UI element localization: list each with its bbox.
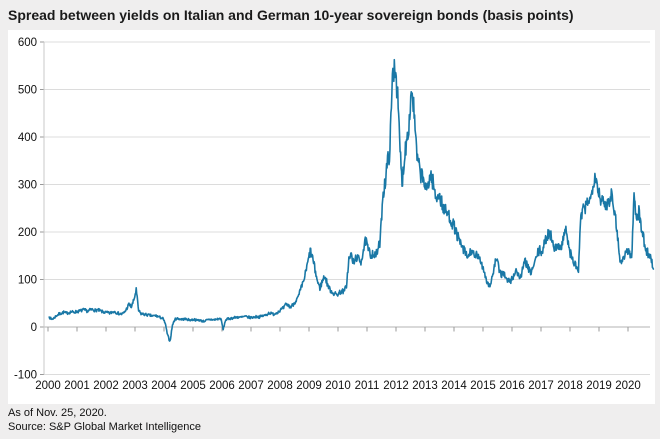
as-of-note: As of Nov. 25, 2020. (8, 407, 107, 419)
x-tick-label: 2018 (557, 380, 583, 392)
x-tick-label: 2003 (122, 380, 148, 392)
y-tick-label: 500 (18, 85, 37, 97)
x-tick-label: 2020 (615, 380, 641, 392)
y-tick-label: 600 (18, 37, 37, 49)
x-tick-label: 2014 (441, 380, 467, 392)
chart-title-bar: Spread between yields on Italian and Ger… (0, 0, 660, 30)
y-axis-tick-labels: 600 500 400 300 200 100 0 -100 (14, 37, 37, 382)
y-tick-label: 400 (18, 132, 37, 144)
y-tick-label: 100 (18, 275, 37, 287)
x-axis-tick-labels: 2000 2001 2002 2003 2004 2005 2006 2007 2008 2009… (35, 380, 641, 392)
y-tick-label: 200 (18, 227, 37, 239)
chart-footer: As of Nov. 25, 2020. Source: S&P Global … (0, 404, 660, 439)
x-tick-label: 2010 (325, 380, 351, 392)
x-tick-label: 2017 (528, 380, 554, 392)
x-tick-label: 2005 (180, 380, 206, 392)
x-tick-label: 2012 (383, 380, 409, 392)
x-tick-label: 2002 (93, 380, 119, 392)
x-tick-label: 2019 (586, 380, 612, 392)
axis-ticks (40, 41, 629, 375)
x-tick-label: 2015 (470, 380, 496, 392)
y-tick-label: 300 (18, 180, 37, 192)
chart-card: 600 500 400 300 200 100 0 -100 2000 2001 2002 2003 2… (8, 30, 655, 404)
x-tick-label: 2006 (209, 380, 235, 392)
x-tick-label: 2011 (355, 380, 380, 392)
y-tick-label: -100 (14, 370, 37, 382)
chart-title: Spread between yields on Italian and Ger… (8, 7, 574, 23)
x-tick-label: 2009 (296, 380, 322, 392)
x-tick-label: 2007 (238, 380, 264, 392)
source-note: Source: S&P Global Market Intelligence (8, 420, 202, 433)
spread-series-line (48, 58, 655, 342)
x-tick-label: 2008 (267, 380, 293, 392)
y-gridlines (44, 41, 650, 375)
x-tick-label: 2000 (35, 380, 61, 392)
x-tick-label: 2013 (412, 380, 438, 392)
x-tick-label: 2001 (64, 380, 90, 392)
x-tick-label: 2016 (499, 380, 525, 392)
y-tick-label: 0 (31, 322, 37, 334)
x-tick-label: 2004 (151, 380, 177, 392)
